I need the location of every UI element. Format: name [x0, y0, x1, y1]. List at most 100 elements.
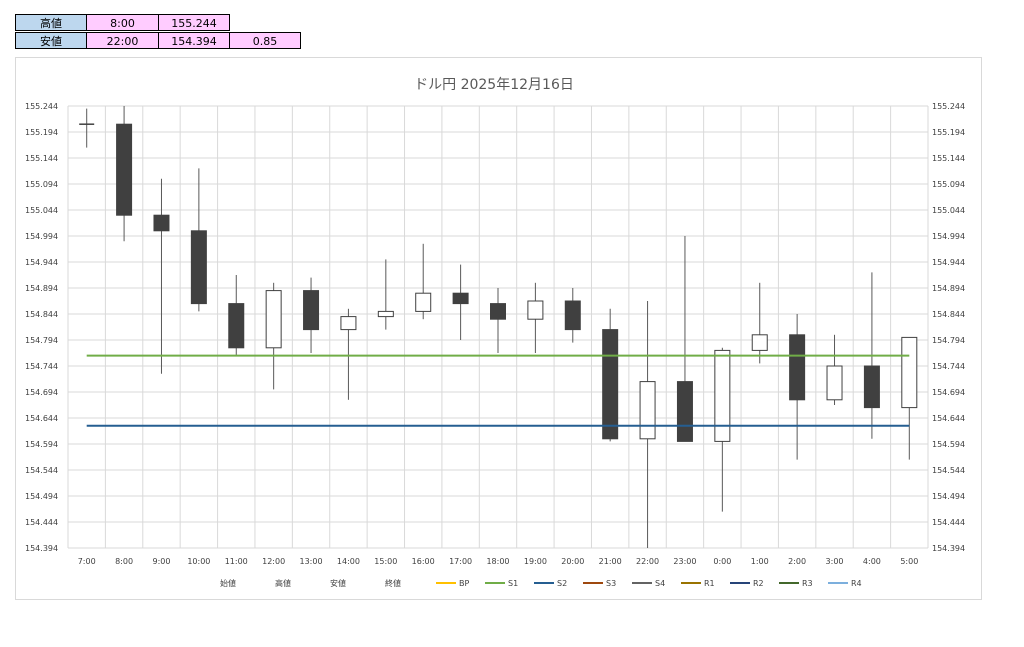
x-tick-label: 7:00 [78, 557, 96, 566]
candle-body-bull [826, 365, 843, 401]
high-time-cell: 8:00 [86, 14, 159, 31]
chart-title: ドル円 2025年12月16日 [414, 77, 574, 93]
x-axis: 7:00 8:00 9:00 10:00 11:00 12:00 13:00 14:00 15:… [78, 557, 919, 566]
x-tick-label: 10:00 [187, 557, 210, 566]
candles [79, 106, 918, 548]
y-tick-label: 154.694 [25, 388, 58, 397]
candle-body-bear [490, 303, 506, 320]
legend-label: S4 [655, 579, 665, 588]
chart-area: ドル円 2025年12月16日 155.244 155.194 155.144 155… [15, 57, 982, 600]
y-tick-label-right: 154.394 [932, 544, 965, 553]
x-tick-label: 18:00 [486, 557, 509, 566]
x-tick-label: 5:00 [900, 557, 918, 566]
y-tick-label-right: 154.544 [932, 466, 965, 475]
candle-body-bull [751, 334, 768, 351]
x-tick-label: 13:00 [300, 557, 323, 566]
y-tick-label-right: 154.694 [932, 388, 965, 397]
x-tick-label: 19:00 [524, 557, 547, 566]
legend-label: R3 [802, 579, 813, 588]
gridlines [67, 105, 929, 549]
legend: 始値 高値 安値 終値 BP S1 S2 S3 S4 R1 R2 R3 R4 [220, 578, 862, 588]
candle-body-bear [228, 303, 245, 349]
x-tick-label: 8:00 [115, 557, 133, 566]
y-tick-label: 154.744 [25, 362, 58, 371]
pivot-lines [86, 354, 910, 427]
candle-body-bear [190, 230, 207, 305]
x-tick-label: 9:00 [152, 557, 170, 566]
candle-body-bear [303, 290, 320, 331]
y-tick-label: 154.494 [25, 492, 58, 501]
y-tick-label-right: 154.744 [932, 362, 965, 371]
x-tick-label: 22:00 [636, 557, 659, 566]
y-tick-label: 154.944 [25, 258, 58, 267]
y-tick-label: 154.894 [25, 284, 58, 293]
candle-body-bear [564, 300, 581, 331]
candle-body-bear [863, 365, 880, 409]
y-tick-label-right: 154.594 [932, 440, 965, 449]
legend-label: 始値 [220, 578, 236, 588]
y-tick-label: 155.094 [25, 180, 58, 189]
low-value-cell: 154.394 [158, 32, 230, 49]
y-tick-label-right: 154.844 [932, 310, 965, 319]
low-time-cell: 22:00 [86, 32, 159, 49]
x-tick-label: 17:00 [449, 557, 472, 566]
y-tick-label-right: 154.894 [932, 284, 965, 293]
y-tick-label: 154.444 [25, 518, 58, 527]
candle-body-bear [602, 329, 619, 440]
x-tick-label: 1:00 [751, 557, 769, 566]
y-tick-label: 154.544 [25, 466, 58, 475]
y-tick-label-right: 154.494 [932, 492, 965, 501]
x-tick-label: 21:00 [599, 557, 622, 566]
candle-body-bear [452, 292, 469, 305]
y-tick-label: 154.644 [25, 414, 58, 423]
x-tick-label: 2:00 [788, 557, 806, 566]
y-tick-label-right: 155.044 [932, 206, 965, 215]
candle-body-bull [415, 292, 432, 312]
legend-label: R1 [704, 579, 715, 588]
y-tick-label: 155.144 [25, 154, 58, 163]
x-tick-label: 12:00 [262, 557, 285, 566]
y-tick-label: 155.044 [25, 206, 58, 215]
y-tick-label: 155.244 [25, 102, 58, 111]
candle-body-bear [153, 214, 170, 232]
y-tick-label-right: 155.144 [932, 154, 965, 163]
legend-label: 終値 [385, 578, 401, 588]
y-axis-right: 155.244 155.194 155.144 155.094 155.044 154.9… [932, 102, 965, 553]
high-value-cell: 155.244 [158, 14, 230, 31]
candle-body-bull [639, 381, 656, 440]
candle-body-bull [527, 300, 544, 320]
y-tick-label-right: 154.944 [932, 258, 965, 267]
candle-body-bull [377, 310, 394, 318]
candle-body-bull [265, 290, 282, 349]
legend-label: R2 [753, 579, 764, 588]
y-tick-label: 154.594 [25, 440, 58, 449]
y-tick-label: 154.394 [25, 544, 58, 553]
y-tick-label: 154.794 [25, 336, 58, 345]
legend-label: S1 [508, 579, 518, 588]
x-tick-label: 14:00 [337, 557, 360, 566]
x-tick-label: 15:00 [374, 557, 397, 566]
x-tick-label: 20:00 [561, 557, 584, 566]
x-tick-label: 16:00 [412, 557, 435, 566]
legend-label: BP [459, 579, 469, 588]
candle-body-bear [116, 123, 133, 216]
y-tick-label-right: 155.094 [932, 180, 965, 189]
candle-body-bull [901, 336, 918, 409]
y-tick-label-right: 154.794 [932, 336, 965, 345]
x-tick-label: 11:00 [225, 557, 248, 566]
y-tick-label-right: 154.994 [932, 232, 965, 241]
x-tick-label: 0:00 [713, 557, 731, 566]
y-tick-label: 154.994 [25, 232, 58, 241]
y-tick-label: 154.844 [25, 310, 58, 319]
legend-label: 高値 [275, 578, 291, 588]
x-tick-label: 3:00 [826, 557, 844, 566]
candle-body-bear [676, 381, 693, 442]
low-label-cell: 安値 [15, 32, 87, 49]
range-value-cell: 0.85 [229, 32, 301, 49]
y-tick-label-right: 154.644 [932, 414, 965, 423]
candle-body-bull [714, 349, 731, 442]
legend-label: 安値 [330, 578, 346, 588]
y-tick-label-right: 154.444 [932, 518, 965, 527]
high-label-cell: 高値 [15, 14, 87, 31]
legend-label: S3 [606, 579, 616, 588]
